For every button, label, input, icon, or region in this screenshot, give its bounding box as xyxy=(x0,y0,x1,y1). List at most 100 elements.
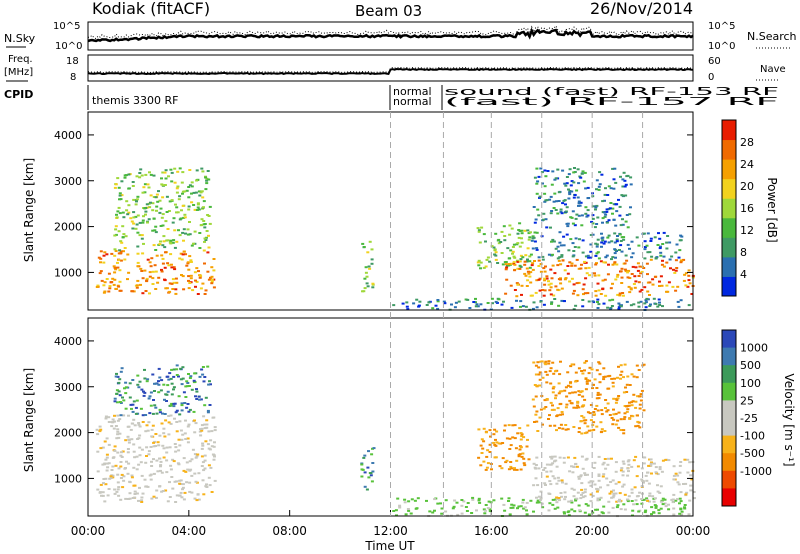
data-cell xyxy=(164,220,168,223)
data-cell xyxy=(141,219,145,222)
data-cell xyxy=(674,499,678,502)
data-cell xyxy=(573,224,577,227)
data-cell xyxy=(640,288,644,291)
data-cell xyxy=(615,240,619,243)
data-cell xyxy=(625,383,629,386)
data-cell xyxy=(638,265,642,268)
data-cell xyxy=(556,264,560,267)
data-cell xyxy=(148,275,152,278)
data-cell xyxy=(612,408,615,411)
x-tick-label: 12:00 xyxy=(373,524,408,538)
data-cell xyxy=(619,244,623,247)
data-cell xyxy=(152,399,155,401)
data-cell xyxy=(194,285,197,288)
data-cell xyxy=(549,483,553,486)
data-cell xyxy=(499,442,503,445)
data-cell xyxy=(137,386,141,389)
data-cell xyxy=(686,458,690,461)
data-cell xyxy=(557,479,561,482)
data-cell xyxy=(609,307,613,310)
data-cell xyxy=(210,275,214,278)
data-cell xyxy=(155,459,159,462)
data-cell xyxy=(484,431,488,434)
data-cell xyxy=(611,167,615,170)
data-cell xyxy=(500,497,504,500)
data-cell xyxy=(144,290,148,292)
data-cell xyxy=(614,423,618,426)
data-cell xyxy=(115,213,118,216)
data-cell xyxy=(656,244,660,246)
data-cell xyxy=(647,482,651,485)
data-cell xyxy=(185,406,189,409)
data-cell xyxy=(630,404,634,407)
data-cell xyxy=(638,426,642,429)
data-cell xyxy=(689,489,693,492)
data-cell xyxy=(560,299,564,302)
data-cell xyxy=(601,287,605,290)
data-cell xyxy=(648,294,651,296)
data-cell xyxy=(200,368,204,371)
data-cell xyxy=(622,238,626,241)
data-cell xyxy=(361,242,365,245)
data-cell xyxy=(553,455,557,458)
data-cell xyxy=(117,252,121,255)
data-cell xyxy=(482,440,486,443)
data-cell xyxy=(485,466,489,469)
data-cell xyxy=(559,413,563,416)
data-cell xyxy=(538,277,542,280)
data-cell xyxy=(594,254,598,257)
data-cell xyxy=(413,499,417,502)
data-cell xyxy=(196,206,200,209)
data-cell xyxy=(562,456,566,459)
data-cell xyxy=(542,407,546,410)
data-cell xyxy=(622,236,626,239)
data-cell xyxy=(99,428,103,431)
data-cell xyxy=(199,191,203,194)
data-cell xyxy=(113,488,117,491)
data-cell xyxy=(535,192,539,195)
data-cell xyxy=(579,267,583,270)
data-cell xyxy=(662,255,666,258)
data-cell xyxy=(117,285,121,288)
data-cell xyxy=(592,411,596,413)
data-cell xyxy=(545,475,549,478)
data-cell xyxy=(529,271,533,274)
data-cell xyxy=(460,504,464,507)
colorbar-swatch xyxy=(722,120,736,141)
data-cell xyxy=(201,444,205,447)
data-cell xyxy=(614,278,618,281)
data-cell xyxy=(120,180,124,183)
data-cell xyxy=(529,281,533,284)
y-tick-label: 2000 xyxy=(54,221,82,234)
data-cell xyxy=(171,288,175,290)
data-cell xyxy=(125,209,129,212)
data-cell xyxy=(186,403,190,405)
data-cell xyxy=(538,378,542,381)
data-cell xyxy=(181,433,185,436)
data-cell xyxy=(196,293,200,295)
data-cell xyxy=(619,175,622,178)
data-cell xyxy=(102,478,106,480)
data-cell xyxy=(202,249,206,252)
data-cell xyxy=(617,481,621,484)
colorbar-tick-label: 25 xyxy=(740,394,754,407)
data-cell xyxy=(672,513,676,516)
data-cell xyxy=(674,259,678,262)
data-cell xyxy=(665,284,669,287)
data-cell xyxy=(172,266,176,269)
data-cell xyxy=(175,206,179,209)
data-cell xyxy=(603,199,606,202)
data-cell xyxy=(688,282,692,285)
data-cell xyxy=(596,497,600,500)
data-cell xyxy=(476,227,480,230)
data-cell xyxy=(126,435,130,438)
data-cell xyxy=(630,491,634,494)
data-cell xyxy=(537,175,541,178)
data-cell xyxy=(553,192,557,195)
data-cell xyxy=(132,443,136,446)
data-cell xyxy=(193,419,196,422)
colorbar-frame xyxy=(721,329,737,507)
data-cell xyxy=(190,388,194,391)
data-cell xyxy=(145,380,149,383)
data-cell xyxy=(143,207,147,210)
